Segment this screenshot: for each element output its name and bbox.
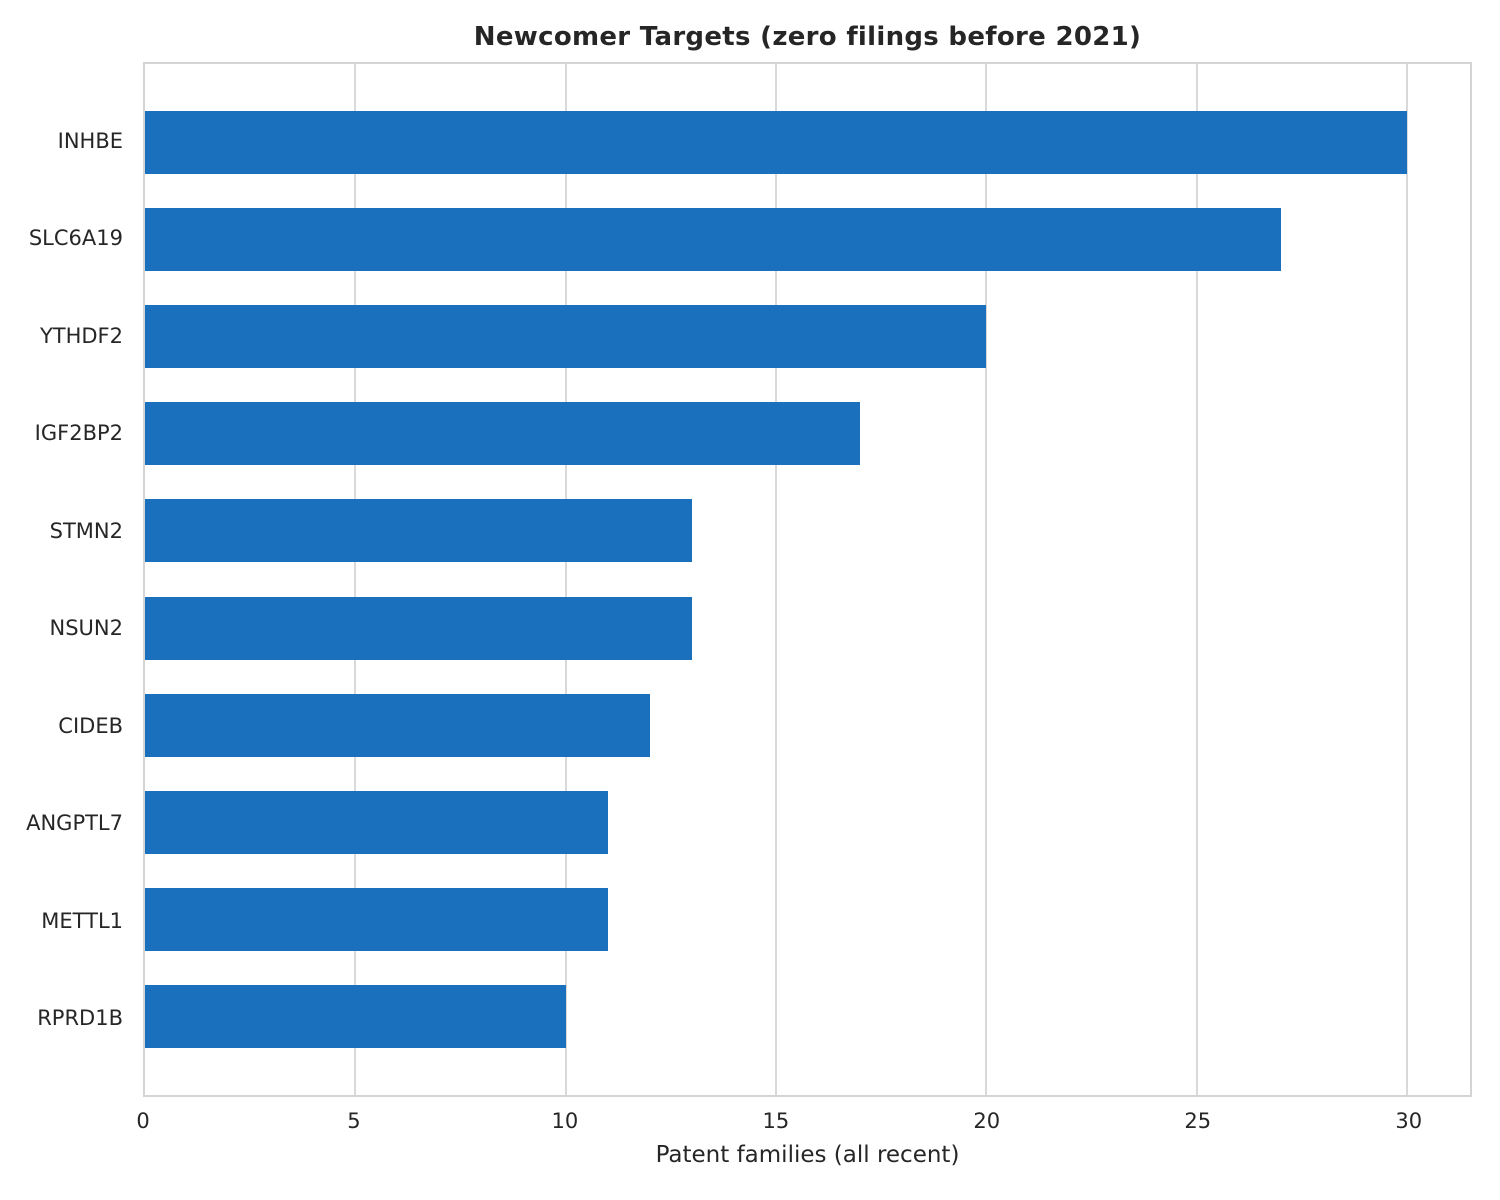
x-tick-label-5: 5 [347, 1109, 361, 1133]
bar-INHBE [145, 110, 1407, 174]
x-tick-label-15: 15 [762, 1109, 790, 1133]
bar-SLC6A19 [145, 208, 1281, 271]
bar-NSUN2 [145, 596, 692, 660]
y-tick-label-SLC6A19: SLC6A19 [28, 226, 123, 251]
bar-YTHDF2 [145, 305, 987, 369]
bar-STMN2 [145, 499, 692, 563]
gridline-x-30 [1405, 64, 1408, 1095]
bar-RPRD1B [145, 985, 566, 1049]
y-tick-label-NSUN2: NSUN2 [49, 616, 123, 641]
x-tick-label-0: 0 [136, 1109, 150, 1133]
y-tick-label-INHBE: INHBE [57, 128, 123, 153]
x-axis-ticks: 0 5 10 15 20 25 30 [136, 1107, 1472, 1137]
bar-METTL1 [145, 888, 608, 951]
bar-ANGPTL7 [145, 790, 608, 854]
bar-CIDEB [145, 693, 650, 757]
gridline-x-10 [564, 64, 567, 1095]
plot-area [143, 62, 1472, 1097]
y-tick-label-METTL1: METTL1 [41, 908, 123, 933]
x-tick-label-20: 20 [973, 1109, 1001, 1133]
chart-title: Newcomer Targets (zero filings before 20… [473, 22, 1142, 52]
gridline-x-20 [985, 64, 988, 1095]
x-tick-label-30: 30 [1395, 1109, 1423, 1133]
x-tick-label-10: 10 [551, 1109, 579, 1133]
gridline-x-25 [1195, 64, 1198, 1095]
x-axis-label: Patent families (all recent) [655, 1142, 960, 1168]
y-tick-label-RPRD1B: RPRD1B [37, 1006, 123, 1031]
y-axis-labels: INHBE SLC6A19 YTHDF2 IGF2BP2 STMN2 NSUN2 CIDEB… [0, 62, 123, 1097]
bar-IGF2BP2 [145, 402, 861, 466]
y-tick-label-CIDEB: CIDEB [58, 713, 123, 738]
y-tick-label-IGF2BP2: IGF2BP2 [34, 421, 123, 446]
y-tick-label-YTHDF2: YTHDF2 [39, 323, 123, 348]
y-tick-label-ANGPTL7: ANGPTL7 [26, 811, 123, 836]
gridline-x-5 [354, 64, 357, 1095]
gridline-x-15 [774, 64, 777, 1095]
y-tick-label-STMN2: STMN2 [49, 518, 123, 543]
x-tick-label-25: 25 [1184, 1109, 1212, 1133]
